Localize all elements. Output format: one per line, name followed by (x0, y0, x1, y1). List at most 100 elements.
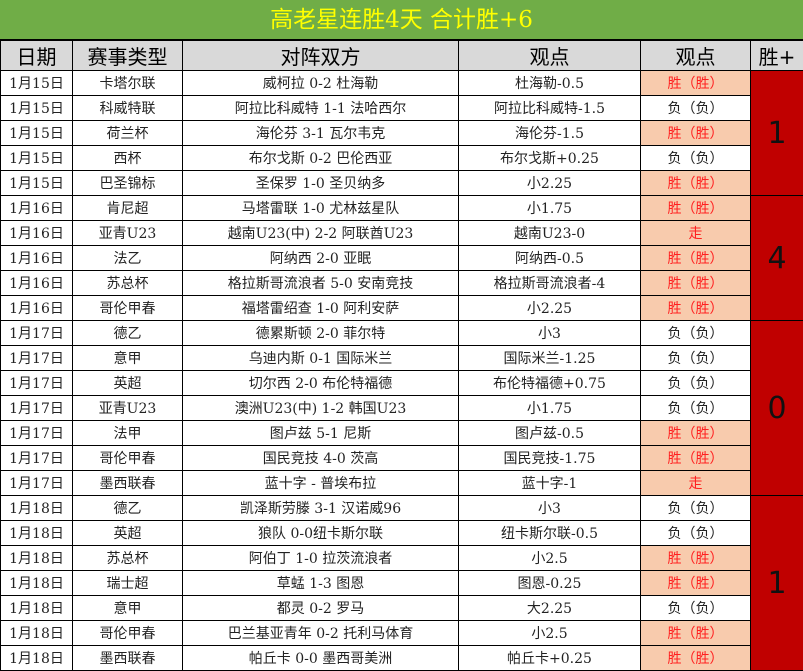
date-cell[interactable]: 1月18日 (1, 521, 73, 546)
league-cell[interactable]: 荷兰杯 (73, 121, 183, 146)
result-cell[interactable]: 胜（胜） (641, 446, 751, 471)
result-cell[interactable]: 负（负） (641, 321, 751, 346)
match-cell[interactable]: 福塔雷绍查 1-0 阿利安萨 (183, 296, 459, 321)
date-cell[interactable]: 1月18日 (1, 596, 73, 621)
date-cell[interactable]: 1月18日 (1, 621, 73, 646)
league-cell[interactable]: 巴圣锦标 (73, 171, 183, 196)
league-cell[interactable]: 意甲 (73, 346, 183, 371)
date-cell[interactable]: 1月18日 (1, 496, 73, 521)
league-cell[interactable]: 西杯 (73, 146, 183, 171)
pick-cell[interactable]: 布伦特福德+0.75 (459, 371, 641, 396)
match-cell[interactable]: 格拉斯哥流浪者 5-0 安南竞技 (183, 271, 459, 296)
league-cell[interactable]: 卡塔尔联 (73, 71, 183, 96)
league-cell[interactable]: 瑞士超 (73, 571, 183, 596)
pick-cell[interactable]: 小2.5 (459, 621, 641, 646)
date-cell[interactable]: 1月17日 (1, 446, 73, 471)
date-cell[interactable]: 1月17日 (1, 396, 73, 421)
league-cell[interactable]: 科威特联 (73, 96, 183, 121)
group-wins-cell[interactable]: 4 (751, 196, 803, 321)
league-cell[interactable]: 亚青U23 (73, 396, 183, 421)
match-cell[interactable]: 都灵 0-2 罗马 (183, 596, 459, 621)
league-cell[interactable]: 德乙 (73, 496, 183, 521)
league-cell[interactable]: 哥伦甲春 (73, 296, 183, 321)
match-cell[interactable]: 马塔雷联 1-0 尤林兹星队 (183, 196, 459, 221)
match-cell[interactable]: 澳洲U23(中) 1-2 韩国U23 (183, 396, 459, 421)
pick-cell[interactable]: 阿纳西-0.5 (459, 246, 641, 271)
league-cell[interactable]: 英超 (73, 521, 183, 546)
match-cell[interactable]: 越南U23(中) 2-2 阿联酋U23 (183, 221, 459, 246)
group-wins-cell[interactable]: 1 (751, 496, 803, 671)
match-cell[interactable]: 圣保罗 1-0 圣贝纳多 (183, 171, 459, 196)
date-cell[interactable]: 1月16日 (1, 221, 73, 246)
date-cell[interactable]: 1月17日 (1, 371, 73, 396)
result-cell[interactable]: 负（负） (641, 346, 751, 371)
result-cell[interactable]: 走 (641, 471, 751, 496)
pick-cell[interactable]: 图恩-0.25 (459, 571, 641, 596)
date-cell[interactable]: 1月17日 (1, 321, 73, 346)
pick-cell[interactable]: 大2.25 (459, 596, 641, 621)
result-cell[interactable]: 胜（胜） (641, 121, 751, 146)
match-cell[interactable]: 德累斯顿 2-0 菲尔特 (183, 321, 459, 346)
pick-cell[interactable]: 小2.25 (459, 171, 641, 196)
date-cell[interactable]: 1月15日 (1, 171, 73, 196)
date-cell[interactable]: 1月18日 (1, 571, 73, 596)
result-cell[interactable]: 胜（胜） (641, 196, 751, 221)
result-cell[interactable]: 胜（胜） (641, 246, 751, 271)
pick-cell[interactable]: 布尔戈斯+0.25 (459, 146, 641, 171)
date-cell[interactable]: 1月16日 (1, 271, 73, 296)
pick-cell[interactable]: 蓝十字-1 (459, 471, 641, 496)
match-cell[interactable]: 凯泽斯劳滕 3-1 汉诺威96 (183, 496, 459, 521)
pick-cell[interactable]: 小1.75 (459, 396, 641, 421)
league-cell[interactable]: 英超 (73, 371, 183, 396)
pick-cell[interactable]: 图卢兹-0.5 (459, 421, 641, 446)
league-cell[interactable]: 哥伦甲春 (73, 446, 183, 471)
result-cell[interactable]: 负（负） (641, 521, 751, 546)
league-cell[interactable]: 哥伦甲春 (73, 621, 183, 646)
date-cell[interactable]: 1月17日 (1, 471, 73, 496)
date-cell[interactable]: 1月17日 (1, 346, 73, 371)
result-cell[interactable]: 负（负） (641, 146, 751, 171)
date-cell[interactable]: 1月16日 (1, 296, 73, 321)
group-wins-cell[interactable]: 0 (751, 321, 803, 496)
result-cell[interactable]: 胜（胜） (641, 621, 751, 646)
pick-cell[interactable]: 阿拉比科威特-1.5 (459, 96, 641, 121)
date-cell[interactable]: 1月18日 (1, 546, 73, 571)
date-cell[interactable]: 1月15日 (1, 146, 73, 171)
result-cell[interactable]: 胜（胜） (641, 271, 751, 296)
result-cell[interactable]: 负（负） (641, 496, 751, 521)
match-cell[interactable]: 切尔西 2-0 布伦特福德 (183, 371, 459, 396)
date-cell[interactable]: 1月16日 (1, 196, 73, 221)
result-cell[interactable]: 胜（胜） (641, 546, 751, 571)
result-cell[interactable]: 负（负） (641, 371, 751, 396)
match-cell[interactable]: 巴兰基亚青年 0-2 托利马体育 (183, 621, 459, 646)
date-cell[interactable]: 1月17日 (1, 421, 73, 446)
pick-cell[interactable]: 小1.75 (459, 196, 641, 221)
match-cell[interactable]: 阿伯丁 1-0 拉茨流浪者 (183, 546, 459, 571)
match-cell[interactable]: 乌迪内斯 0-1 国际米兰 (183, 346, 459, 371)
result-cell[interactable]: 负（负） (641, 96, 751, 121)
result-cell[interactable]: 走 (641, 221, 751, 246)
pick-cell[interactable]: 小3 (459, 321, 641, 346)
date-cell[interactable]: 1月16日 (1, 246, 73, 271)
league-cell[interactable]: 德乙 (73, 321, 183, 346)
result-cell[interactable]: 胜（胜） (641, 296, 751, 321)
league-cell[interactable]: 肯尼超 (73, 196, 183, 221)
match-cell[interactable]: 狼队 0-0纽卡斯尔联 (183, 521, 459, 546)
match-cell[interactable]: 蓝十字 - 普埃布拉 (183, 471, 459, 496)
pick-cell[interactable]: 小2.25 (459, 296, 641, 321)
result-cell[interactable]: 负（负） (641, 596, 751, 621)
league-cell[interactable]: 亚青U23 (73, 221, 183, 246)
pick-cell[interactable]: 越南U23-0 (459, 221, 641, 246)
match-cell[interactable]: 图卢兹 5-1 尼斯 (183, 421, 459, 446)
match-cell[interactable]: 阿拉比科威特 1-1 法哈西尔 (183, 96, 459, 121)
date-cell[interactable]: 1月15日 (1, 121, 73, 146)
league-cell[interactable]: 苏总杯 (73, 271, 183, 296)
match-cell[interactable]: 草蜢 1-3 图恩 (183, 571, 459, 596)
pick-cell[interactable]: 纽卡斯尔联-0.5 (459, 521, 641, 546)
pick-cell[interactable]: 国民竞技-1.75 (459, 446, 641, 471)
league-cell[interactable]: 意甲 (73, 596, 183, 621)
group-wins-cell[interactable]: 1 (751, 71, 803, 196)
pick-cell[interactable]: 海伦芬-1.5 (459, 121, 641, 146)
pick-cell[interactable]: 国际米兰-1.25 (459, 346, 641, 371)
match-cell[interactable]: 海伦芬 3-1 瓦尔韦克 (183, 121, 459, 146)
